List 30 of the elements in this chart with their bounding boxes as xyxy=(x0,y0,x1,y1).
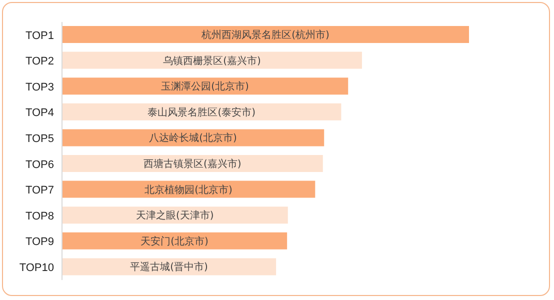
y-tick-label: TOP3 xyxy=(25,81,54,94)
bar xyxy=(62,52,362,69)
annotation: 北京植物园(北京市) xyxy=(144,184,233,196)
bar xyxy=(62,78,348,95)
annotation: 泰山风景名胜区(泰安市) xyxy=(148,106,256,118)
y-tick-label: TOP8 xyxy=(25,210,54,222)
bar xyxy=(62,232,288,250)
bar xyxy=(62,258,276,276)
y-tick-label: TOP4 xyxy=(25,107,54,120)
bar xyxy=(62,103,342,120)
bar xyxy=(62,155,323,172)
annotation: 天津之眼(天津市) xyxy=(136,210,214,222)
y-tick-label: TOP10 xyxy=(19,262,54,274)
bar xyxy=(62,206,288,224)
y-tick-label: TOP1 xyxy=(25,30,54,42)
annotation: 八达岭长城(北京市) xyxy=(149,132,238,144)
bar xyxy=(62,26,469,43)
annotation: 天安门(北京市) xyxy=(140,235,209,248)
y-tick-label: TOP5 xyxy=(25,133,54,146)
bar xyxy=(62,129,324,146)
y-tick-label: TOP6 xyxy=(25,158,54,171)
annotation: 平遥古城(晋中市) xyxy=(130,261,208,274)
annotation: 玉渊潭公园(北京市) xyxy=(161,80,250,93)
y-tick-label: TOP2 xyxy=(25,56,54,68)
y-tick-label: TOP7 xyxy=(25,184,54,197)
annotation: 西塘古镇景区(嘉兴市) xyxy=(144,158,242,170)
annotation: 杭州西湖风景名胜区(杭州市) xyxy=(200,29,330,41)
bar xyxy=(62,180,316,198)
y-tick-label: TOP9 xyxy=(25,236,54,248)
annotation: 乌镇西栅景区(嘉兴市) xyxy=(163,54,261,67)
